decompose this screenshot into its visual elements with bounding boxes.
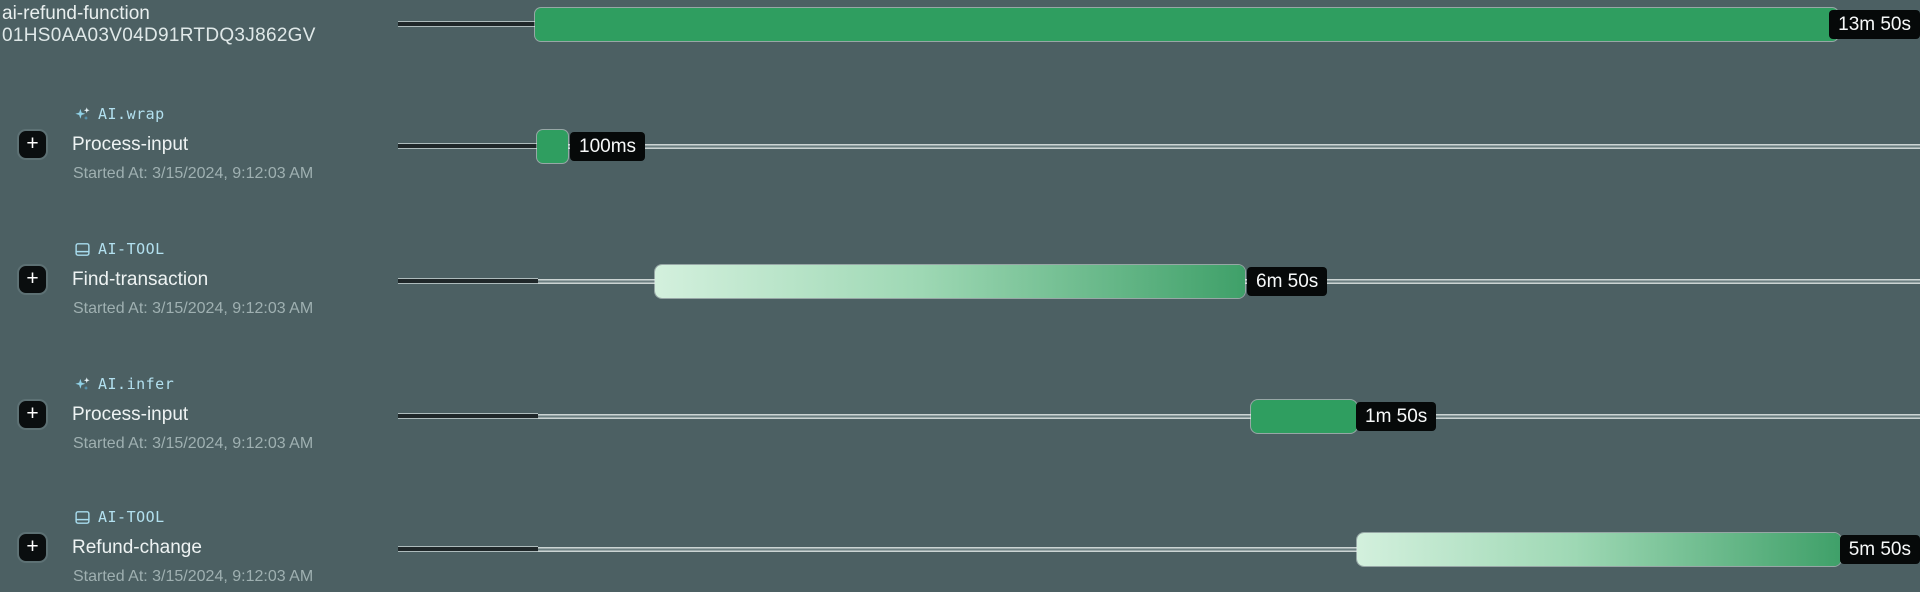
span-duration-badge: 5m 50s	[1839, 535, 1920, 564]
span-started-at: Started At: 3/15/2024, 9:12:03 AM	[73, 165, 314, 182]
span-kind-label: AI.wrap	[98, 105, 165, 123]
span-duration-badge: 100ms	[570, 132, 646, 161]
span-kind: AI.infer	[74, 375, 174, 393]
sparkles-icon	[75, 106, 90, 120]
sparkles-icon	[75, 376, 90, 390]
span-started-at: Started At: 3/15/2024, 9:12:03 AM	[73, 435, 314, 452]
span-name: Process-input	[72, 134, 189, 155]
window-icon	[75, 242, 90, 256]
run-queue-line	[398, 21, 535, 27]
span-queue-line	[398, 143, 537, 149]
span-name: Find-transaction	[72, 269, 209, 290]
run-bar[interactable]	[535, 8, 1838, 41]
span-bar[interactable]	[655, 265, 1245, 298]
expand-span-button[interactable]: +	[17, 264, 48, 295]
span-track-line	[538, 279, 655, 284]
span-queue-line	[398, 413, 538, 419]
span-name: Refund-change	[72, 537, 202, 558]
span-kind: AI-TOOL	[74, 240, 165, 258]
span-queue-line	[398, 546, 538, 552]
span-track-line	[538, 414, 1251, 419]
expand-span-button[interactable]: +	[17, 129, 48, 160]
span-kind-label: AI.infer	[98, 375, 175, 393]
span-kind-label: AI-TOOL	[98, 508, 165, 526]
span-track-line	[1355, 414, 1920, 419]
span-track-line	[538, 547, 1357, 552]
expand-span-button[interactable]: +	[17, 399, 48, 430]
expand-span-button[interactable]: +	[17, 532, 48, 563]
span-bar[interactable]	[1251, 400, 1357, 433]
run-name: ai-refund-function	[2, 3, 150, 24]
span-track-line	[566, 144, 1920, 149]
span-kind: AI.wrap	[74, 105, 165, 123]
run-duration-badge: 13m 50s	[1829, 10, 1920, 39]
span-bar[interactable]	[1357, 533, 1841, 566]
span-queue-line	[398, 278, 538, 284]
span-kind-label: AI-TOOL	[98, 240, 165, 258]
span-started-at: Started At: 3/15/2024, 9:12:03 AM	[73, 300, 314, 317]
span-kind: AI-TOOL	[74, 508, 165, 526]
run-id: 01HS0AA03V04D91RTDQ3J862GV	[2, 25, 316, 46]
span-duration-badge: 1m 50s	[1356, 402, 1437, 431]
span-bar[interactable]	[537, 130, 568, 163]
span-track-line	[1243, 279, 1920, 284]
span-name: Process-input	[72, 404, 189, 425]
span-started-at: Started At: 3/15/2024, 9:12:03 AM	[73, 568, 314, 585]
span-duration-badge: 6m 50s	[1247, 267, 1328, 296]
window-icon	[75, 510, 90, 524]
